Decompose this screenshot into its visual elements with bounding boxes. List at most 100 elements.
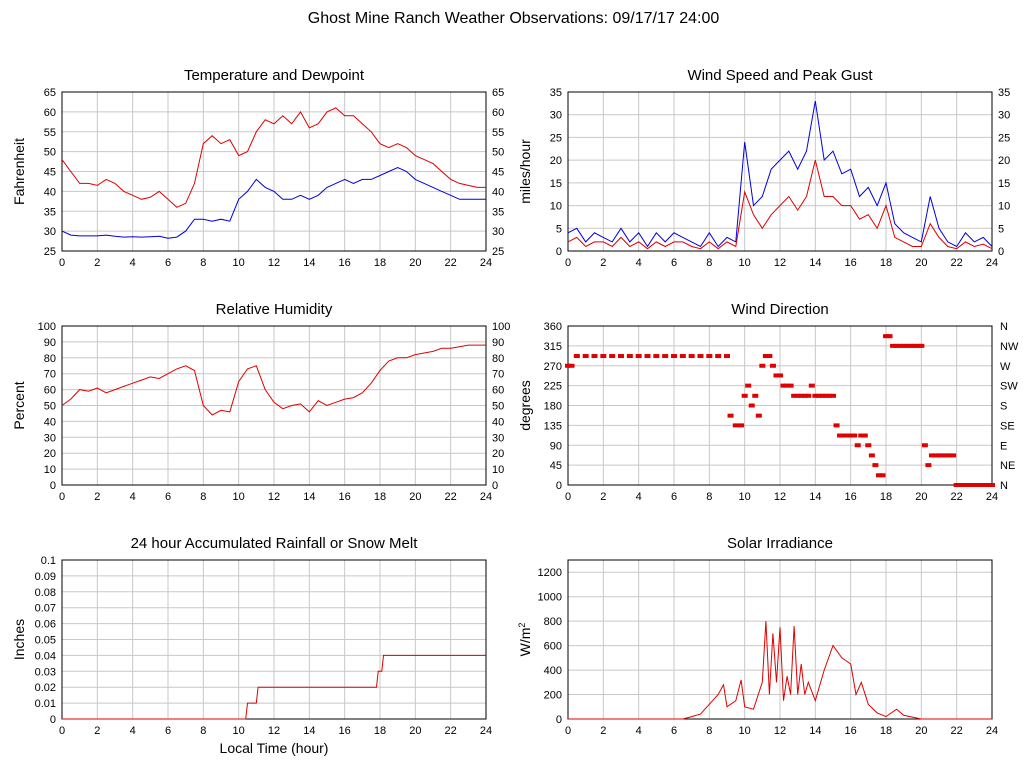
chart-5-xtick-label: 22 (445, 725, 457, 737)
chart-3-xtick-label: 4 (130, 491, 136, 503)
chart-4-compass-label: W (1000, 361, 1011, 373)
chart-5-xtick-label: 16 (339, 725, 351, 737)
chart-4-point (626, 354, 633, 359)
chart-5-frame (61, 559, 487, 720)
chart-4-point (769, 363, 776, 368)
chart-6-ytick-label: 200 (544, 690, 562, 702)
chart-6-xtick-label: 16 (845, 725, 857, 737)
chart-2-title: Wind Speed and Peak Gust (687, 67, 873, 84)
chart-2-series-2-line (567, 159, 993, 250)
chart-1-right-tick-label: 65 (492, 87, 504, 99)
chart-4-point (822, 393, 829, 398)
chart-4-point (801, 393, 808, 398)
chart-4-point (794, 393, 801, 398)
chart-2-right-tick-label: 35 (998, 87, 1010, 99)
chart-3-ytick-label: 50 (44, 401, 56, 413)
chart-6-ytick-label: 400 (544, 665, 562, 677)
chart-3-xtick-label: 2 (94, 491, 100, 503)
chart-1-right-tick-label: 60 (492, 107, 504, 119)
chart-5-xtick-label: 20 (409, 725, 421, 737)
chart-4-point (833, 423, 840, 428)
chart-6-xtick-label: 0 (565, 725, 571, 737)
chart-1-xtick-label: 2 (94, 257, 100, 269)
chart-4-ytick-label: 135 (544, 420, 562, 432)
chart-4-point (819, 393, 826, 398)
chart-4-point (914, 343, 921, 348)
chart-5-ylabel: Inches (11, 619, 27, 660)
chart-4-ytick-label: 360 (544, 321, 562, 333)
chart-5-xtick-label: 0 (59, 725, 65, 737)
chart-3-series-1-line (61, 344, 486, 416)
chart-4-point (759, 363, 766, 368)
chart-4-point (582, 354, 589, 359)
chart-4-point (879, 473, 886, 478)
chart-4-xtick-label: 14 (809, 491, 821, 503)
chart-4-point (815, 393, 822, 398)
chart-3-ytick-label: 20 (44, 448, 56, 460)
chart-6-xtick-label: 8 (706, 725, 712, 737)
chart-2-ytick-label: 20 (550, 155, 562, 167)
chart-5-xtick-label: 10 (233, 725, 245, 737)
chart-4-point (921, 443, 928, 448)
chart-4-compass-label: NE (1000, 460, 1015, 472)
chart-1-right-tick-label: 30 (492, 226, 504, 238)
chart-4-point (732, 423, 739, 428)
chart-4-point (950, 453, 957, 458)
chart-3-ytick-label: 80 (44, 353, 56, 365)
chart-4-point (741, 393, 748, 398)
chart-2-xtick-label: 20 (915, 257, 927, 269)
chart-4-compass-label: SW (1000, 381, 1018, 393)
chart-5-series-1-line (62, 654, 486, 720)
chart-1-right-tick-label: 40 (492, 186, 504, 198)
chart-4-xtick-label: 16 (845, 491, 857, 503)
chart-4-point (688, 354, 695, 359)
chart-6-xtick-label: 22 (951, 725, 963, 737)
chart-3-ylabel: Percent (11, 381, 27, 429)
chart-5-ytick-label: 0 (50, 714, 56, 726)
chart-1-xtick-label: 16 (339, 257, 351, 269)
chart-4-point (840, 433, 847, 438)
chart-5-xtick-label: 12 (268, 725, 280, 737)
chart-1-ylabel: Fahrenheit (11, 138, 27, 205)
chart-1-frame (61, 91, 487, 252)
chart-4-point (738, 423, 745, 428)
chart-2-ytick-label: 0 (556, 246, 562, 258)
chart-1-ytick-label: 65 (44, 87, 56, 99)
chart-4-point (787, 383, 794, 388)
chart-4-point (697, 354, 704, 359)
chart-5-title: 24 hour Accumulated Rainfall or Snow Mel… (131, 535, 419, 552)
chart-4-ytick-label: 180 (544, 401, 562, 413)
chart-5-xtick-label: 18 (374, 725, 386, 737)
chart-3-right-tick-label: 80 (492, 353, 504, 365)
chart-5-xtick-label: 8 (200, 725, 206, 737)
chart-4-xtick-label: 2 (600, 491, 606, 503)
chart-2-xtick-label: 6 (671, 257, 677, 269)
chart-3-xtick-label: 18 (374, 491, 386, 503)
chart-2-ytick-label: 30 (550, 110, 562, 122)
chart-4-point (727, 413, 734, 418)
chart-4-point (812, 393, 819, 398)
chart-1-ytick-label: 40 (44, 186, 56, 198)
chart-1-xtick-label: 8 (200, 257, 206, 269)
chart-4-compass-label: SE (1000, 420, 1015, 432)
chart-4-point (985, 483, 992, 487)
chart-5-xtick-label: 14 (303, 725, 315, 737)
chart-6-xtick-label: 4 (636, 725, 642, 737)
chart-3-right-tick-label: 100 (492, 321, 510, 333)
chart-3-xtick-label: 0 (59, 491, 65, 503)
chart-4-xtick-label: 6 (671, 491, 677, 503)
chart-4-point (851, 433, 858, 438)
chart-1-xtick-label: 12 (268, 257, 280, 269)
chart-5-ytick-label: 0.04 (35, 650, 56, 662)
chart-4-compass-label: N (1000, 321, 1008, 333)
chart-1-ytick-label: 30 (44, 226, 56, 238)
chart-4-point (805, 393, 812, 398)
chart-4-point (808, 383, 815, 388)
chart-2-ytick-label: 15 (550, 178, 562, 190)
chart-4-point (946, 453, 953, 458)
chart-4-point (907, 343, 914, 348)
chart-4-point (662, 354, 669, 359)
chart-6-frame (567, 559, 993, 720)
chart-1-right-tick-label: 55 (492, 127, 504, 139)
chart-6-ytick-label: 800 (544, 616, 562, 628)
